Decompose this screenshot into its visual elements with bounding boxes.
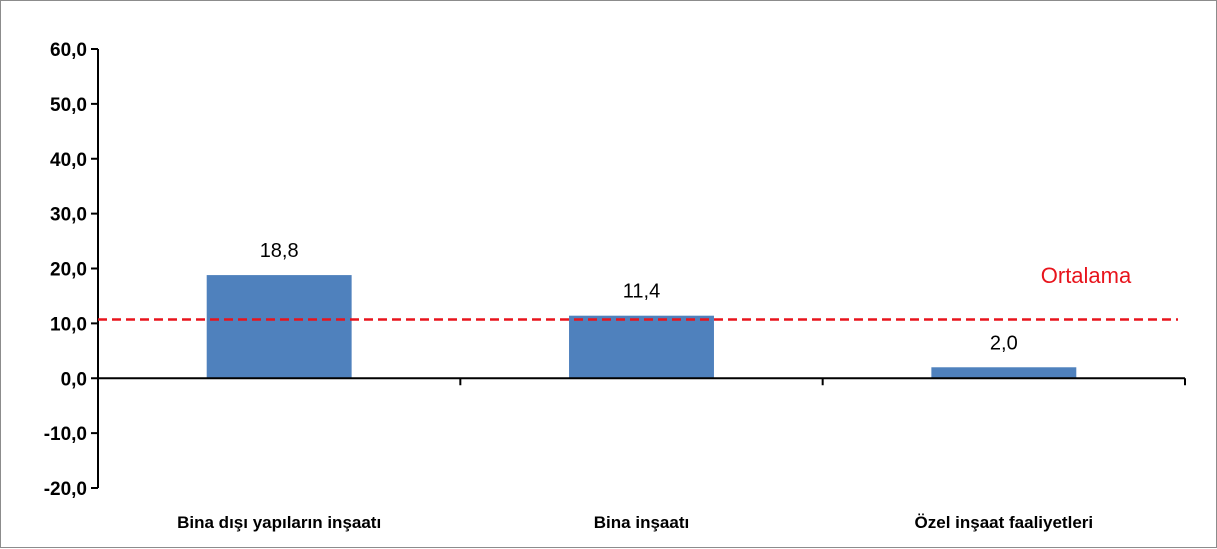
bar bbox=[206, 275, 352, 379]
category-labels: Bina dışı yapıların inşaatı Bina inşaatı Ö… bbox=[177, 513, 1093, 532]
bar bbox=[569, 315, 714, 379]
category-label: Özel inşaat faaliyetleri bbox=[915, 513, 1094, 532]
y-tick-label: 50,0 bbox=[50, 95, 87, 116]
category-label: Bina dışı yapıların inşaatı bbox=[177, 513, 381, 532]
y-tick-label: 40,0 bbox=[50, 150, 87, 171]
y-tick-label: 0,0 bbox=[61, 369, 87, 390]
x-axis-ticks bbox=[459, 378, 1186, 386]
y-axis-ticks: 60,0 50,0 40,0 30,0 20,0 10,0 0,0 -10,0 -20,0 bbox=[44, 40, 98, 500]
y-tick-label: -10,0 bbox=[44, 424, 87, 445]
category-label: Bina inşaatı bbox=[594, 513, 689, 532]
bar bbox=[931, 367, 1077, 379]
y-tick-label: -20,0 bbox=[44, 479, 87, 500]
bars bbox=[206, 275, 1077, 379]
average-label: Ortalama bbox=[1041, 263, 1132, 288]
y-tick-label: 20,0 bbox=[50, 260, 87, 281]
y-tick-label: 30,0 bbox=[50, 205, 87, 226]
data-label: 18,8 bbox=[260, 240, 299, 262]
data-label: 2,0 bbox=[990, 332, 1018, 354]
y-tick-label: 10,0 bbox=[50, 314, 87, 335]
data-label: 11,4 bbox=[623, 281, 660, 303]
data-labels: 18,8 11,4 2,0 bbox=[260, 240, 1018, 354]
y-tick-label: 60,0 bbox=[50, 40, 87, 61]
